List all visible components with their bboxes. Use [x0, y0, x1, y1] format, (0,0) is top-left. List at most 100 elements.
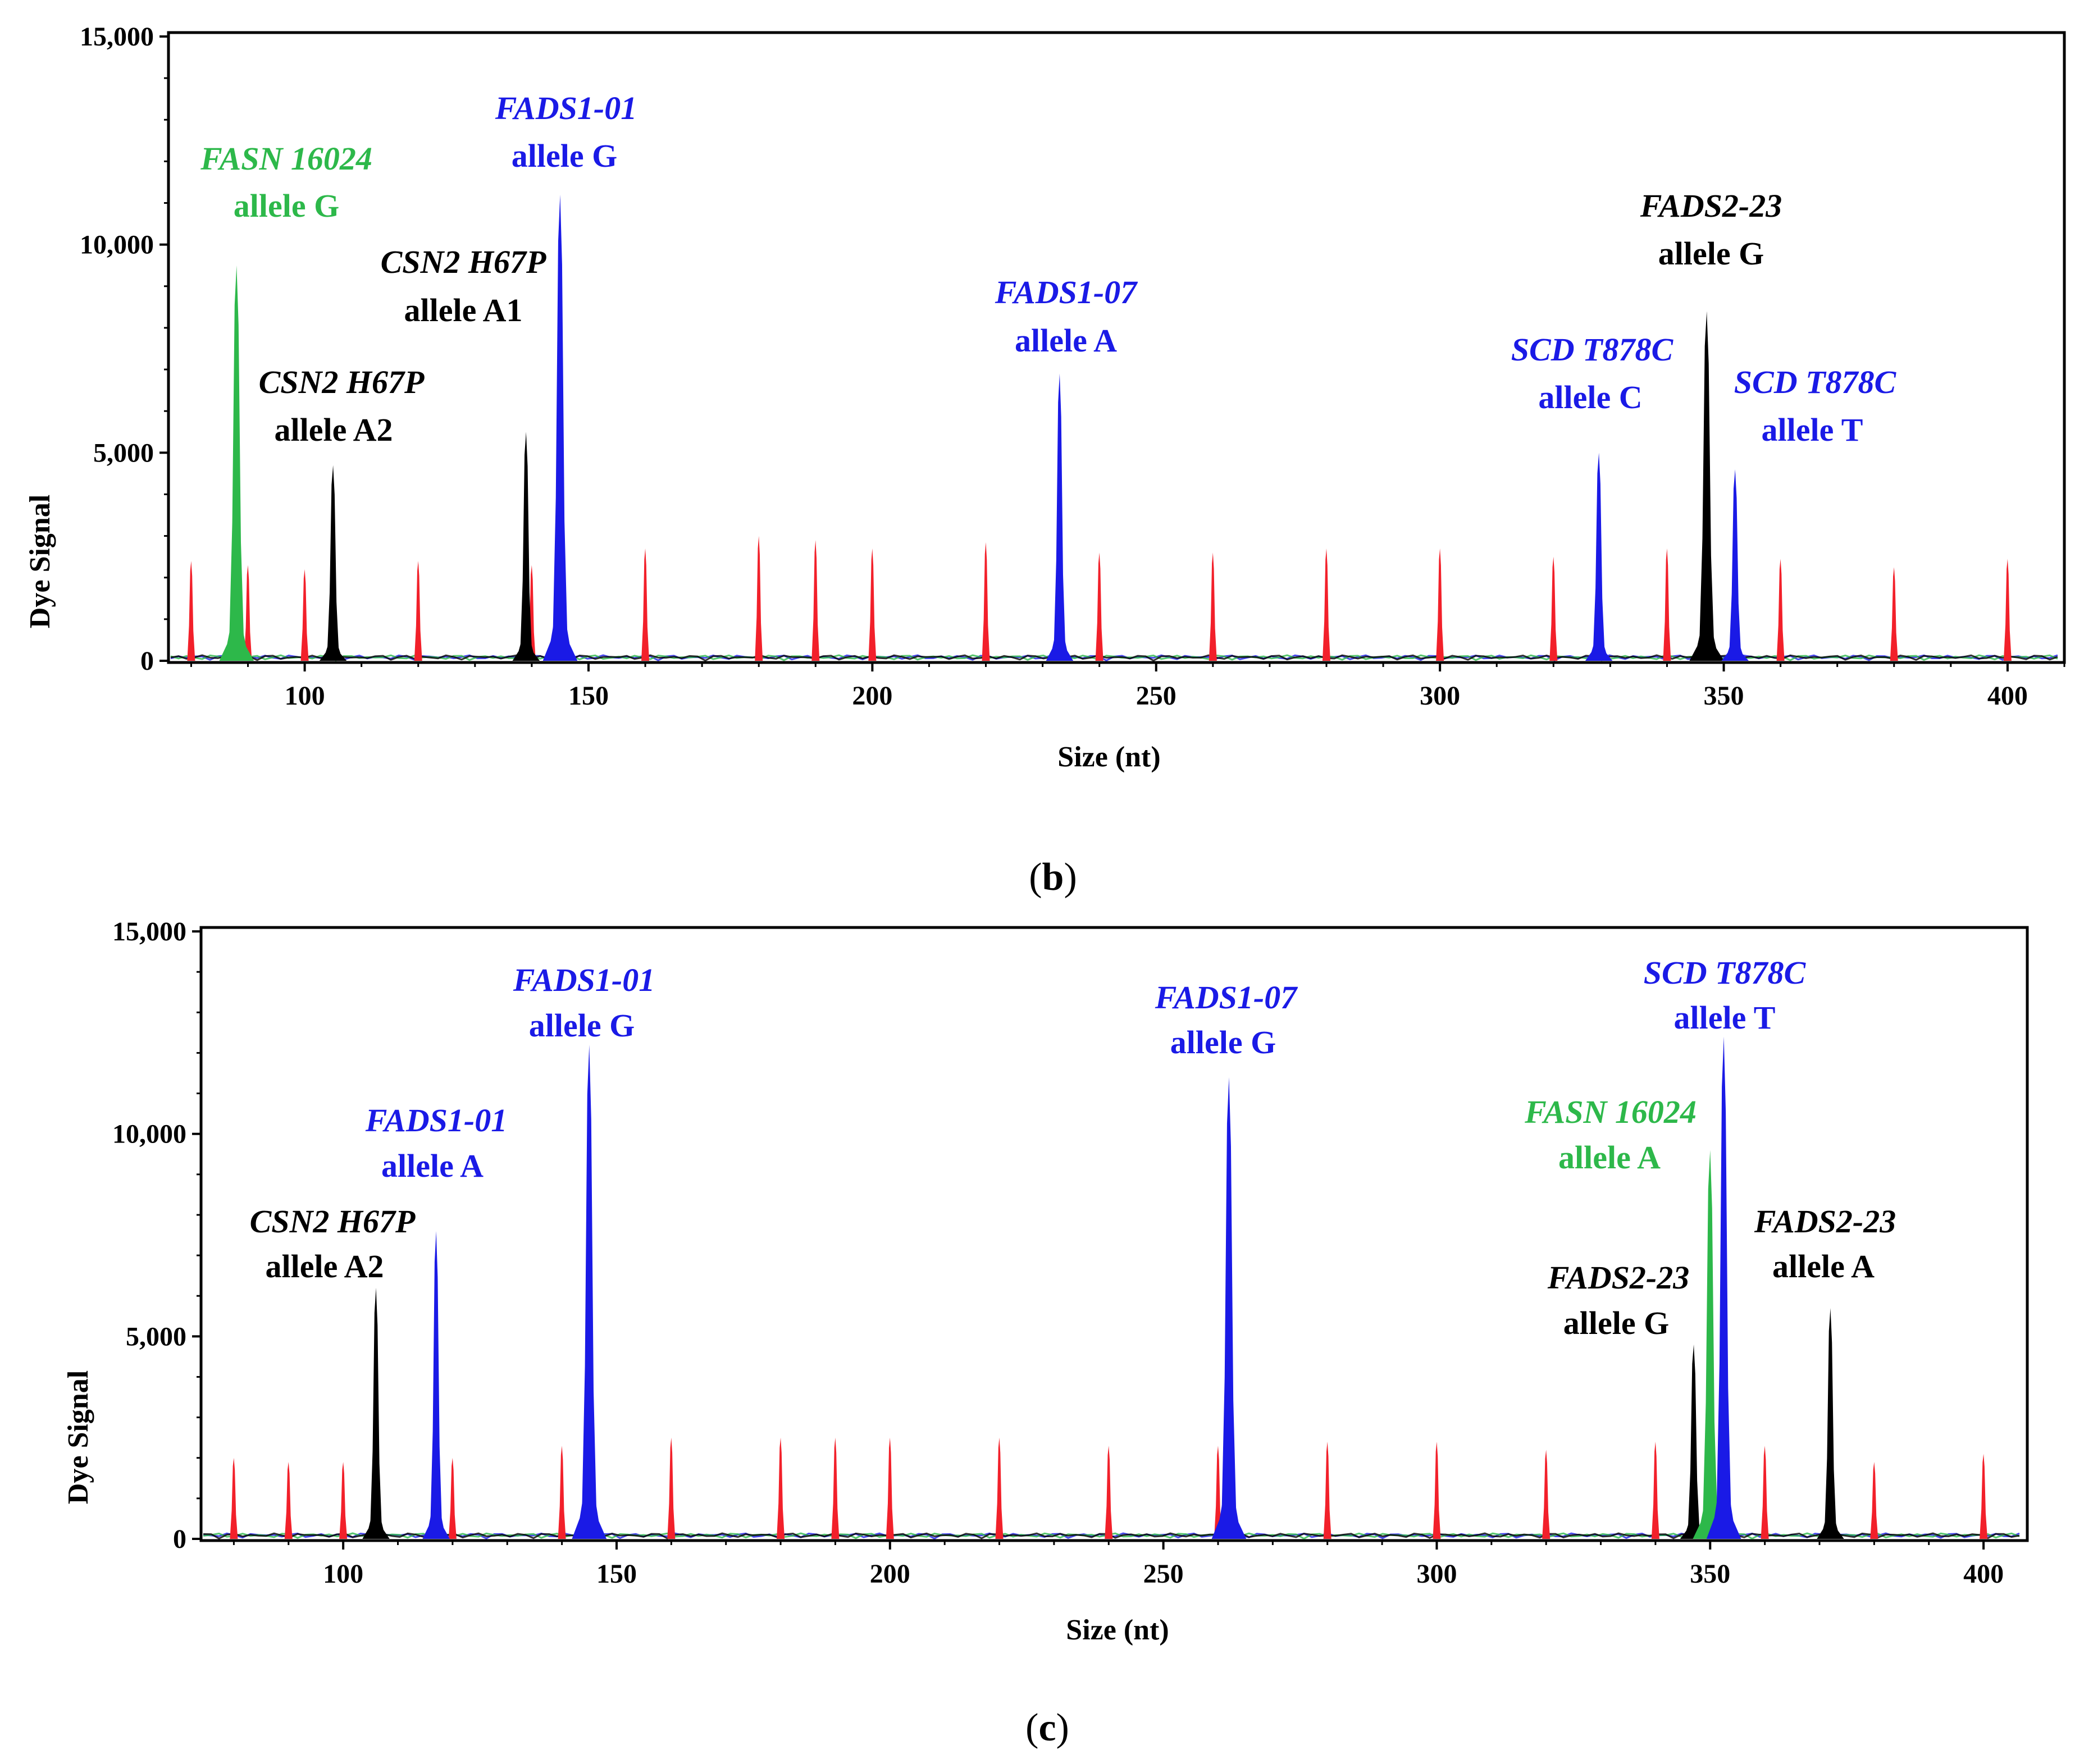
annotation-fads2-23-allele-a: FADS2-23 allele A — [1754, 1203, 1896, 1285]
allele-peak-foot — [512, 633, 540, 661]
size-standard-peak — [1542, 1450, 1551, 1539]
annotation-fads2-23-allele-g: FADS2-23 allele G — [1640, 188, 1782, 272]
x-tick-label: 250 — [1143, 1559, 1184, 1589]
allele-peak-foot — [1211, 1483, 1247, 1539]
x-tick-label: 300 — [1420, 681, 1460, 711]
size-standard-peak — [868, 548, 877, 661]
allele-peak-foot — [1689, 619, 1725, 661]
panel-c-frame — [199, 926, 2029, 1542]
annotation-allele: allele A1 — [404, 292, 522, 328]
annotation-scd-t878c-allele-t: SCD T878C allele T — [1734, 364, 1897, 448]
size-standard-peak — [1776, 559, 1785, 661]
x-tick-label: 100 — [285, 681, 325, 711]
annotation-marker: SCD T878C — [1734, 364, 1897, 400]
annotation-fads1-01-allele-g: FADS1-01 allele G — [495, 90, 637, 174]
size-standard-peak — [244, 565, 252, 661]
panel-b-plot-area: 0 5,000 10,000 15,000 100 150 200 250 300 350 400 — [80, 22, 2066, 711]
y-tick-label: 0 — [173, 1524, 186, 1554]
panel-c-y-axis-label: Dye Signal — [62, 1370, 94, 1504]
panel-b-caption: (b) — [1029, 856, 1077, 899]
y-tick-label: 15,000 — [112, 917, 186, 947]
x-tick-label: 150 — [596, 1559, 637, 1589]
y-tick-label: 10,000 — [112, 1119, 186, 1149]
annotation-marker: FADS1-07 — [995, 274, 1138, 310]
annotation-allele: allele G — [529, 1007, 635, 1044]
annotation-marker: FADS2-23 — [1547, 1259, 1690, 1296]
annotation-marker: FADS1-01 — [513, 962, 655, 998]
annotation-fasn-16024-allele-a: FASN 16024 allele A — [1524, 1094, 1697, 1176]
allele-peak — [327, 465, 340, 661]
allele-peak-foot — [1585, 636, 1613, 661]
x-tick-label: 350 — [1690, 1559, 1730, 1589]
allele-peak — [1716, 1036, 1732, 1539]
annotation-marker: FADS1-01 — [365, 1102, 508, 1139]
annotation-allele: allele G — [1563, 1305, 1669, 1341]
size-standard-peak — [667, 1437, 676, 1539]
size-standard-peak — [1436, 548, 1444, 661]
allele-peak-foot — [362, 1509, 390, 1539]
x-tick-label: 400 — [1963, 1559, 2004, 1589]
annotation-fads1-01-allele-g: FADS1-01 allele G — [513, 962, 655, 1044]
annotation-allele: allele C — [1538, 379, 1642, 415]
x-tick-label: 300 — [1416, 1559, 1457, 1589]
x-tick-label: 150 — [568, 681, 609, 711]
annotation-allele: allele A2 — [265, 1248, 384, 1285]
annotation-marker: SCD T878C — [1511, 331, 1674, 368]
panel-c-marks — [203, 1036, 2020, 1540]
annotation-marker: FADS2-23 — [1754, 1203, 1896, 1240]
y-tick-label: 5,000 — [126, 1322, 186, 1351]
size-standard-peak — [831, 1437, 840, 1539]
allele-peak — [1729, 469, 1741, 661]
allele-peak — [370, 1287, 382, 1539]
annotation-fads2-23-allele-g: FADS2-23 allele G — [1547, 1259, 1690, 1341]
size-standard-peak — [1651, 1441, 1659, 1539]
allele-peak-foot — [542, 605, 578, 661]
annotation-allele: allele A — [381, 1148, 484, 1184]
annotation-allele: allele G — [234, 188, 339, 224]
allele-peak-foot — [1721, 638, 1749, 661]
annotation-csn2-h67p-allele-a2: CSN2 H67P allele A2 — [259, 364, 425, 448]
size-standard-peak — [982, 542, 990, 661]
size-standard-peak — [339, 1461, 348, 1539]
annotation-scd-t878c-allele-c: SCD T878C allele C — [1511, 331, 1674, 415]
allele-peak — [1593, 453, 1606, 661]
annotation-scd-t878c-allele-t: SCD T878C allele T — [1644, 954, 1807, 1036]
annotation-fads1-01-allele-a: FADS1-01 allele A — [365, 1102, 508, 1184]
annotation-allele: allele G — [1170, 1024, 1276, 1061]
annotation-marker: FADS2-23 — [1640, 188, 1782, 224]
size-standard-peak — [414, 561, 422, 661]
allele-peak-foot — [1706, 1478, 1741, 1539]
size-standard-peak — [558, 1446, 566, 1539]
size-standard-peak — [641, 548, 650, 661]
size-standard-peak — [448, 1457, 457, 1539]
size-standard-peak — [1322, 548, 1330, 661]
annotation-allele: allele T — [1762, 412, 1863, 448]
size-standard-peak — [187, 561, 195, 661]
size-standard-peak — [1095, 552, 1103, 661]
panel-b-annotations: FASN 16024 allele G FADS1-01 allele G CS… — [200, 90, 1896, 448]
allele-peak — [1221, 1077, 1237, 1539]
x-tick-label: 200 — [870, 1559, 910, 1589]
size-standard-peak — [1761, 1446, 1769, 1539]
y-tick-label: 10,000 — [80, 230, 154, 260]
allele-peak — [519, 432, 532, 661]
annotation-allele: allele A2 — [274, 412, 393, 448]
annotation-fasn-16024-allele-g: FASN 16024 allele G — [200, 140, 372, 224]
size-standard-peak — [1663, 548, 1671, 661]
annotation-allele: allele G — [1658, 235, 1764, 272]
annotation-csn2-h67p-allele-a2: CSN2 H67P allele A2 — [250, 1203, 416, 1285]
size-standard-peak — [2003, 559, 2012, 661]
panel-c-y-ticks: 0 5,000 10,000 15,000 — [112, 917, 201, 1554]
x-tick-label: 200 — [852, 681, 892, 711]
annotation-marker: FADS1-01 — [495, 90, 637, 126]
size-standard-peak — [300, 569, 309, 661]
y-tick-label: 5,000 — [93, 438, 154, 468]
y-tick-label: 15,000 — [80, 22, 154, 52]
x-tick-label: 250 — [1136, 681, 1176, 711]
allele-peak — [581, 1044, 598, 1539]
annotation-csn2-h67p-allele-a1: CSN2 H67P allele A1 — [381, 244, 546, 328]
size-standard-peak — [1214, 1446, 1222, 1539]
annotation-fads1-07-allele-a: FADS1-07 allele A — [995, 274, 1138, 359]
size-standard-peak — [1433, 1441, 1441, 1539]
panel-c-caption-letter: c — [1038, 1706, 1056, 1749]
